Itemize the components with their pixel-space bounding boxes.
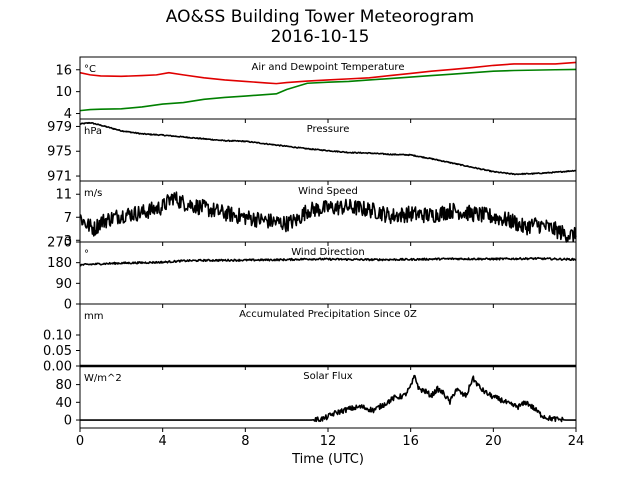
figure-title: AO&SS Building Tower Meteorogram: [165, 7, 475, 27]
pressure-ytick-label-1: 975: [47, 145, 72, 160]
precipitation-ytick-label-2: 0.10: [43, 329, 72, 344]
temperature-ytick-label-2: 16: [55, 63, 72, 78]
precipitation-panel: 0.000.050.10 mm Accumulated Precipitation …: [43, 303, 577, 375]
wind-speed-panel-title: Wind Speed: [298, 186, 358, 197]
wind-speed-panel: 3 7 11 m/s Wind Speed: [55, 180, 577, 249]
figure-subtitle: 2016-10-15: [270, 27, 370, 47]
wind-speed-series-0: [79, 191, 577, 243]
wind-speed-unit-label: m/s: [84, 188, 102, 199]
x-tick-label-3: 12: [320, 434, 337, 449]
x-tick-label-0: 0: [76, 434, 84, 449]
wind-speed-ytick-label-0: 3: [64, 234, 72, 249]
wind-direction-ytick-label-2: 180: [47, 256, 72, 271]
pressure-panel: 971 975 979 hPa Pressure: [47, 118, 577, 185]
pressure-panel-title: Pressure: [307, 124, 350, 135]
pressure-series-0: [79, 121, 577, 176]
temperature-ytick-label-1: 10: [55, 85, 72, 100]
wind-direction-ytick-label-1: 90: [55, 277, 72, 292]
wind-direction-panel: 0 90 180 270 ° Wind Direction: [47, 236, 577, 313]
temperature-series-0: [79, 61, 577, 85]
x-tick-label-4: 16: [402, 434, 419, 449]
precipitation-ytick-label-1: 0.05: [43, 344, 72, 359]
solar-flux-unit-label: W/m^2: [84, 373, 122, 384]
solar-flux-panel-title: Solar Flux: [303, 371, 353, 382]
solar-flux-ytick-label-1: 40: [55, 396, 72, 411]
precipitation-ytick-label-0: 0.00: [43, 360, 72, 375]
wind-speed-ytick-label-1: 7: [64, 211, 72, 226]
wind-speed-ytick-label-2: 11: [55, 188, 72, 203]
x-tick-label-2: 8: [241, 434, 249, 449]
x-tick-label-5: 20: [485, 434, 502, 449]
x-tick-label-1: 4: [159, 434, 167, 449]
pressure-unit-label: hPa: [84, 126, 102, 137]
temperature-panel-title: Air and Dewpoint Temperature: [252, 62, 405, 73]
solar-flux-panel: 0 40 80 W/m^2 Solar Flux: [55, 365, 577, 432]
wind-direction-ytick-label-0: 0: [64, 298, 72, 313]
temperature-series-1: [79, 68, 577, 112]
precipitation-panel-title: Accumulated Precipitation Since 0Z: [239, 309, 417, 320]
temperature-unit-label: °C: [84, 64, 96, 75]
pressure-ytick-label-0: 971: [47, 170, 72, 185]
temperature-panel: 4 10 16 °C Air and Dewpoint Temperature: [55, 56, 577, 123]
wind-direction-series-0: [79, 256, 577, 267]
x-axis-label: Time (UTC): [292, 452, 364, 467]
solar-flux-ytick-label-0: 0: [64, 414, 72, 429]
wind-direction-unit-label: °: [84, 249, 89, 260]
wind-direction-panel-title: Wind Direction: [291, 247, 365, 258]
precipitation-unit-label: mm: [84, 311, 103, 322]
x-tick-label-6: 24: [568, 434, 585, 449]
solar-flux-series-0: [79, 374, 577, 423]
pressure-ytick-label-2: 979: [47, 120, 72, 135]
solar-flux-ytick-label-2: 80: [55, 378, 72, 393]
temperature-ytick-label-0: 4: [64, 107, 72, 122]
wind-direction-ytick-label-3: 270: [47, 236, 72, 251]
